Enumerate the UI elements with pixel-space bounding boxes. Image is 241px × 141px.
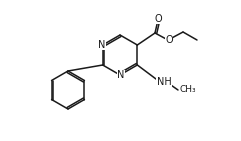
Text: O: O xyxy=(165,35,173,45)
Text: CH₃: CH₃ xyxy=(179,85,196,94)
Text: O: O xyxy=(154,14,162,24)
Text: N: N xyxy=(117,70,125,80)
Text: N: N xyxy=(98,40,105,50)
Text: NH: NH xyxy=(157,77,171,87)
